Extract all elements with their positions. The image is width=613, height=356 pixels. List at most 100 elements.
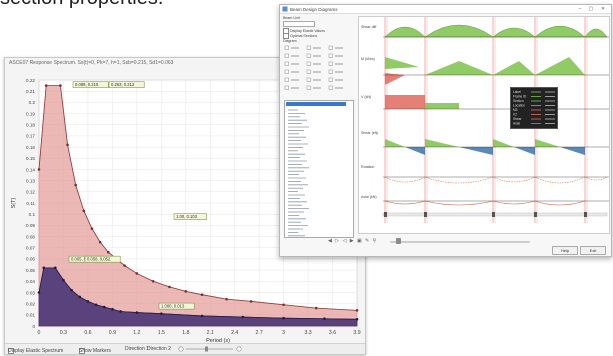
- spectrum-marker: [282, 316, 285, 320]
- direction-select[interactable]: Direction 2: [147, 346, 171, 352]
- spectrum-marker: [59, 84, 62, 87]
- annotation-box: [108, 81, 145, 88]
- spectrum-footer: Display Elastic Spectrum Show Markers Di…: [5, 343, 365, 354]
- tooltip-row-label: Location: [513, 104, 525, 108]
- spectrum-marker: [200, 314, 204, 318]
- moment-envelope-top: [534, 25, 586, 38]
- y-tick-label: 0.17: [26, 134, 35, 139]
- diagram-option-checkbox: [284, 61, 289, 66]
- shear-positive: [425, 139, 459, 147]
- moment-negative: [385, 73, 405, 85]
- y-tick-label: 0.2: [29, 100, 36, 105]
- moment-positive: [385, 57, 419, 69]
- spectrum-marker: [44, 84, 48, 87]
- spectrum-marker: [82, 209, 86, 213]
- diagram-option-checkbox: [284, 45, 289, 50]
- spectrum-marker: [282, 303, 285, 307]
- diagram-option-checkbox: [328, 77, 333, 82]
- annotation-label: 1.000, 0.013: [161, 304, 185, 309]
- spectrum-marker: [94, 303, 98, 307]
- rotation-curve: [384, 176, 608, 184]
- annotation-box: [158, 302, 195, 310]
- diagram-row-label: V (kN): [361, 95, 371, 99]
- y-tick-label: 0.06: [26, 257, 35, 262]
- spectrum-marker: [42, 266, 46, 270]
- x-tick-label: 3.6: [329, 330, 336, 336]
- annotation-box: [72, 81, 109, 88]
- y-axis-label: S(T): [11, 197, 17, 208]
- beam-design-window: Beam Design Diagrams – ▢ ✕ Beam Unit Dis…: [279, 4, 612, 257]
- help-button-label: Help: [560, 248, 570, 253]
- y-tick-label: 0: [32, 324, 35, 329]
- station-slider-track[interactable]: [390, 241, 530, 243]
- spectrum-marker: [184, 290, 188, 293]
- load-case-list[interactable]: [284, 100, 354, 238]
- help-button[interactable]: Help: [552, 246, 578, 255]
- diagram-option-checkbox: [306, 45, 311, 50]
- diagram-option-checkbox: [306, 85, 311, 90]
- support-marker: [492, 212, 495, 217]
- direction-slider[interactable]: [177, 346, 247, 354]
- annotation-label: 0.058, 0.052: [87, 257, 111, 262]
- elastic-values-label: Display Elastic Values: [290, 28, 326, 33]
- diagram-option-checkbox: [328, 45, 333, 50]
- exit-button[interactable]: Exit: [580, 246, 606, 255]
- direction-label: Direction 1:: [125, 346, 151, 352]
- y-tick-label: 0.1: [29, 212, 36, 217]
- station-slider-knob[interactable]: [396, 238, 401, 244]
- beam-diagrams: Shear diff M (kNm) V (kN) Shear (kN) Rotatio…: [361, 17, 609, 223]
- diagram-option-checkbox: [328, 69, 333, 74]
- shear-negative: [560, 147, 585, 155]
- x-tick-label: 3.3: [304, 330, 311, 336]
- app-icon: [282, 6, 288, 12]
- x-tick-label: 2.1: [207, 330, 214, 336]
- shear-positive: [385, 139, 405, 147]
- optimal-sections-option[interactable]: Optimal Sections: [283, 33, 317, 39]
- y-tick-label: 0.01: [26, 313, 35, 318]
- support-marker: [424, 212, 427, 217]
- spectrum-marker: [135, 311, 139, 314]
- y-tick-label: 0.09: [26, 223, 35, 228]
- spectrum-marker: [123, 264, 126, 267]
- selected-load-case[interactable]: [286, 102, 346, 106]
- diagram-row-label: M (kNm): [361, 57, 375, 61]
- shear-block: [385, 95, 425, 109]
- spectrum-marker: [160, 312, 163, 315]
- spectrum-line-1: [38, 267, 358, 320]
- y-tick-label: 0.14: [26, 167, 35, 172]
- display-elastic-checkbox[interactable]: [8, 348, 14, 354]
- annotation-label: 1.00, 0.103: [176, 214, 198, 219]
- beam-titlebar: Beam Design Diagrams – ▢ ✕: [280, 5, 611, 14]
- moment-envelope-top: [384, 26, 426, 38]
- x-tick-label: 2.7: [256, 330, 263, 336]
- tooltip-row-label: Frame ID: [513, 95, 527, 99]
- beam-window-title: Beam Design Diagrams: [290, 6, 338, 12]
- x-tick-label: 0.3: [60, 330, 67, 336]
- spectrum-marker: [135, 272, 139, 275]
- shear-positive: [493, 139, 514, 147]
- beam-diagram-area: Shear diff M (kNm) V (kN) Shear (kN) Rotatio…: [358, 16, 610, 234]
- x-tick-label: 1.5: [158, 330, 165, 336]
- diagram-row-label: Shear diff: [361, 25, 376, 29]
- diagram-option-checkbox: [328, 61, 333, 66]
- show-markers-checkbox[interactable]: [79, 348, 85, 354]
- tooltip-row-label: Section: [513, 99, 524, 103]
- tooltip-row-label: M3: [513, 108, 518, 112]
- x-tick-label: 1.2: [133, 330, 140, 336]
- beam-unit-select[interactable]: [283, 21, 315, 27]
- navigation-controls[interactable]: ◀ ▷ ◁ ▶ ▣ ✎ ⚲: [328, 238, 378, 244]
- diagram-option-checkbox: [284, 69, 289, 74]
- show-markers-label: Show Markers: [79, 348, 111, 354]
- display-elastic-label: Display Elastic Spectrum: [8, 348, 64, 354]
- diagram-row-label: Shear (kN): [361, 131, 378, 135]
- support-marker: [384, 212, 387, 217]
- shear-negative: [514, 147, 535, 155]
- y-tick-label: 0.16: [26, 145, 35, 150]
- spectrum-marker: [98, 240, 102, 244]
- diagram-option-checkbox: [284, 77, 289, 82]
- y-tick-label: 0.03: [26, 290, 35, 295]
- diagram-options-grid[interactable]: [283, 44, 353, 96]
- tooltip-row-label: Shear: [513, 117, 522, 121]
- tooltip-row-label: V2: [513, 113, 517, 117]
- window-controls[interactable]: – ▢ ✕: [578, 6, 608, 12]
